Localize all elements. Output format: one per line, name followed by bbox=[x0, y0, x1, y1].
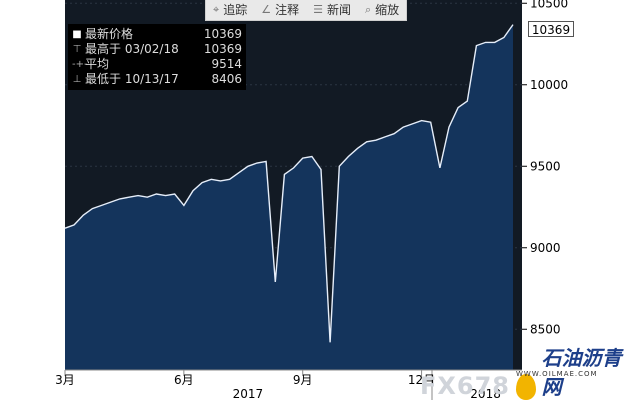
trace-button[interactable]: ⌖ 追踪 bbox=[206, 0, 254, 20]
zoom-label: 缩放 bbox=[375, 3, 400, 17]
y-axis: 8500 9000 9500 10000 10500 bbox=[522, 0, 568, 336]
y-tick-label: 9500 bbox=[530, 159, 561, 173]
watermark-brand: FX678 bbox=[420, 372, 510, 400]
legend-value: 8406 bbox=[211, 72, 242, 86]
x-tick-label: 9月 bbox=[293, 373, 313, 387]
x-tick-label: 6月 bbox=[174, 373, 194, 387]
news-icon: ☰ bbox=[313, 3, 323, 16]
x-tick-label: 12月 bbox=[408, 373, 435, 387]
legend-label: 平均 bbox=[85, 57, 110, 71]
legend-value: 10369 bbox=[203, 42, 242, 56]
y-tick-label: 8500 bbox=[530, 322, 561, 336]
legend-label: 最高于 03/02/18 bbox=[85, 42, 179, 56]
chart-toolbar: ⌖ 追踪 ∠ 注释 ☰ 新闻 ⌕ 缩放 bbox=[205, 0, 408, 21]
news-button[interactable]: ☰ 新闻 bbox=[306, 0, 358, 20]
pencil-icon: ∠ bbox=[261, 3, 272, 16]
legend-label: 最新价格 bbox=[85, 27, 134, 41]
square-marker-icon: ■ bbox=[72, 29, 82, 40]
watermark-url: WWW.OILMAE.COM bbox=[516, 370, 598, 378]
last-price-badge: 10369 bbox=[528, 21, 574, 37]
x-axis: 3月 6月 9月 12月 2017 2018 bbox=[55, 370, 501, 400]
high-marker-icon: ⊤ bbox=[72, 44, 82, 55]
low-marker-icon: ⊥ bbox=[72, 74, 82, 85]
year-label: 2017 bbox=[233, 387, 264, 400]
watermark: FX678 石油沥青网 WWW.OILMAE.COM bbox=[420, 342, 640, 400]
annotate-button[interactable]: ∠ 注释 bbox=[254, 0, 306, 20]
x-axis-band bbox=[65, 370, 522, 400]
trace-label: 追踪 bbox=[223, 3, 248, 17]
oil-drop-icon bbox=[516, 374, 536, 400]
legend-label: 最低于 10/13/17 bbox=[85, 72, 179, 86]
y-tick-label: 9000 bbox=[530, 241, 561, 255]
price-line bbox=[64, 24, 514, 343]
chart-legend: ■ 最新价格 10369 ⊤ 最高于 03/02/18 10369 -+- 平均 95… bbox=[68, 24, 246, 90]
annotate-label: 注释 bbox=[275, 3, 300, 17]
y-tick-label: 10000 bbox=[530, 78, 568, 92]
average-marker-icon: -+- bbox=[72, 59, 88, 70]
legend-row-high: ⊤ 最高于 03/02/18 10369 bbox=[72, 42, 242, 57]
x-tick-label: 3月 bbox=[55, 373, 75, 387]
price-area bbox=[65, 24, 513, 370]
legend-row-low: ⊥ 最低于 10/13/17 8406 bbox=[72, 72, 242, 87]
news-label: 新闻 bbox=[326, 3, 351, 17]
legend-value: 10369 bbox=[203, 27, 242, 41]
y-tick-label: 10500 bbox=[530, 0, 568, 10]
zoom-button[interactable]: ⌕ 缩放 bbox=[358, 0, 406, 20]
legend-row-average: -+- 平均 9514 bbox=[72, 57, 242, 72]
zoom-icon: ⌕ bbox=[365, 3, 372, 16]
year-label: 2018 bbox=[470, 387, 501, 400]
legend-value: 9514 bbox=[211, 57, 242, 71]
watermark-name: 石油沥青网 bbox=[541, 346, 622, 399]
crosshair-icon: ⌖ bbox=[213, 3, 220, 16]
legend-row-latest: ■ 最新价格 10369 bbox=[72, 27, 242, 42]
